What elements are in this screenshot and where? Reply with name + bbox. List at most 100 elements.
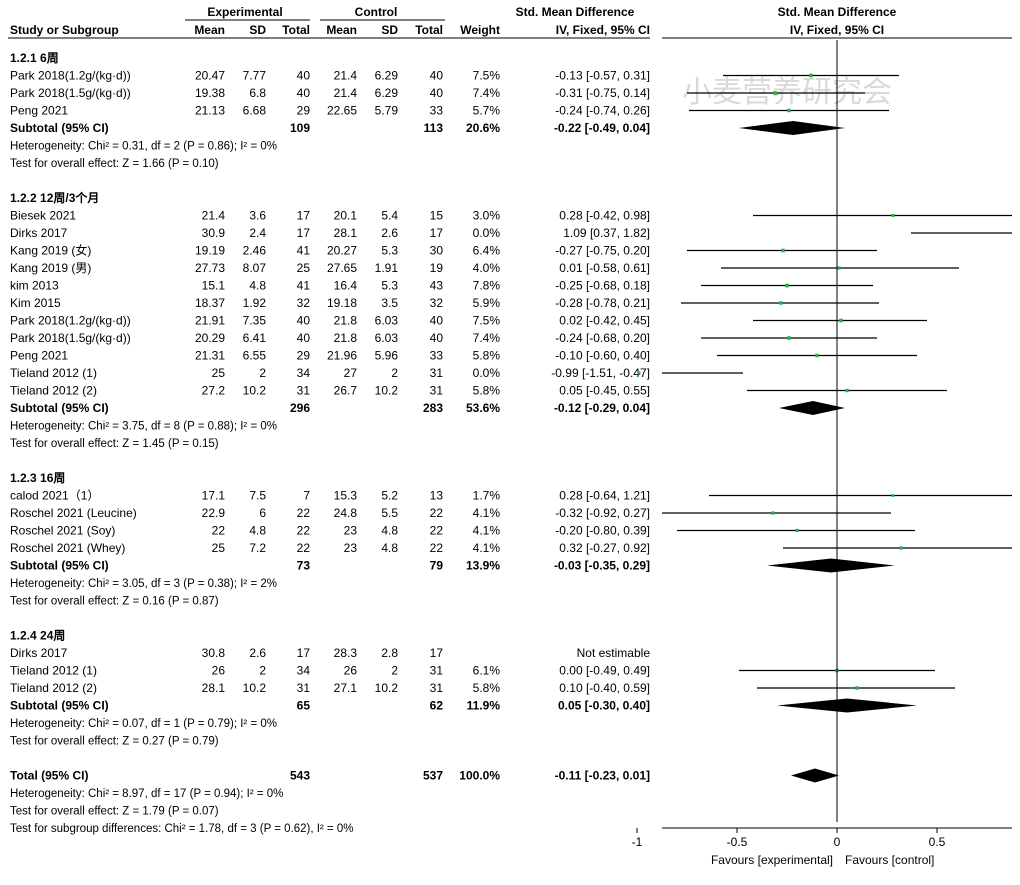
study-label: Peng 2021 bbox=[10, 349, 68, 363]
study-row: Peng 2021 21.13 6.68 29 22.65 5.79 33 5.7% -0.24… bbox=[10, 104, 650, 118]
statistics-note: Test for subgroup differences: Chi² = 1.… bbox=[10, 823, 354, 835]
control-mean-cell: 23 bbox=[344, 541, 358, 555]
control-total-cell: 43 bbox=[430, 279, 444, 293]
experimental-mean-cell: 30.9 bbox=[202, 226, 226, 240]
control-mean-cell: 21.8 bbox=[334, 331, 358, 345]
control-sd-cell: 6.29 bbox=[375, 86, 399, 100]
control-mean-cell: 23 bbox=[344, 524, 358, 538]
experimental-mean-cell: 25 bbox=[212, 541, 226, 555]
control-mean-cell: 21.8 bbox=[334, 314, 358, 328]
control-mean-cell: 24.8 bbox=[334, 506, 358, 520]
effect-ci-cell: 0.00 [-0.49, 0.49] bbox=[559, 664, 650, 678]
control-sd-cell: 5.5 bbox=[381, 506, 398, 520]
study-row: Roschel 2021 (Leucine) 22.9 6 22 24.8 5.5 22 4.… bbox=[10, 506, 650, 520]
plot-area: -1-0.500.51Favours [experimental]Favours… bbox=[632, 40, 1012, 867]
plot-smd-header: Std. Mean Difference bbox=[778, 5, 897, 19]
effect-ci-cell: 0.05 [-0.45, 0.55] bbox=[559, 384, 650, 398]
experimental-total-cell: 29 bbox=[297, 104, 311, 118]
weight-cell: 6.1% bbox=[473, 664, 501, 678]
experimental-mean-cell: 21.4 bbox=[202, 209, 226, 223]
weight-cell: 7.8% bbox=[473, 279, 501, 293]
study-row: Tieland 2012 (1) 26 2 34 26 2 31 6.1% 0.00 [-0.4… bbox=[10, 664, 650, 678]
weight-cell: 0.0% bbox=[473, 226, 501, 240]
experimental-total-cell: 29 bbox=[297, 349, 311, 363]
subtotal-label: Subtotal (95% CI) bbox=[10, 401, 109, 415]
weight-cell: 5.8% bbox=[473, 681, 501, 695]
control-mean-cell: 20.27 bbox=[327, 244, 357, 258]
experimental-sd-cell: 6.55 bbox=[243, 349, 267, 363]
subtotal-diamond bbox=[779, 401, 845, 415]
control-sd-cell: 2 bbox=[391, 366, 398, 380]
experimental-sd-cell: 2 bbox=[259, 664, 266, 678]
statistics-note: Test for overall effect: Z = 0.16 (P = 0… bbox=[10, 596, 219, 608]
experimental-mean-cell: 19.38 bbox=[195, 86, 225, 100]
experimental-total-cell: 65 bbox=[297, 699, 311, 713]
effect-square bbox=[771, 511, 775, 515]
total-row: Total (95% CI) 543 537 100.0% -0.11 [-0.23, … bbox=[10, 769, 650, 783]
control-total-cell: 40 bbox=[430, 331, 444, 345]
effect-square bbox=[891, 213, 895, 218]
effect-square bbox=[891, 494, 895, 497]
control-total-cell: 40 bbox=[430, 86, 444, 100]
experimental-mean-cell: 19.19 bbox=[195, 244, 225, 258]
experimental-mean-cell: 15.1 bbox=[202, 279, 226, 293]
study-label: Peng 2021 bbox=[10, 104, 68, 118]
subtotal-label: Subtotal (95% CI) bbox=[10, 121, 109, 135]
control-total-cell: 22 bbox=[430, 506, 444, 520]
control-sd-cell: 2 bbox=[391, 664, 398, 678]
study-row: Tieland 2012 (2) 27.2 10.2 31 26.7 10.2 31 5.8%… bbox=[10, 384, 650, 398]
study-row: Kim 2015 18.37 1.92 32 19.18 3.5 32 5.9% -0.28 [… bbox=[10, 296, 650, 310]
control-total-header: Total bbox=[415, 23, 443, 37]
effect-square bbox=[787, 108, 791, 113]
effect-ci-cell: -0.25 [-0.68, 0.18] bbox=[555, 279, 650, 293]
control-sd-cell: 1.91 bbox=[375, 261, 399, 275]
study-row: calod 2021（1） 17.1 7.5 7 15.3 5.2 13 1.7% 0.28 [… bbox=[10, 489, 650, 503]
study-row: Dirks 2017 30.9 2.4 17 28.1 2.6 17 0.0% 1.09 [0.… bbox=[10, 226, 650, 240]
effect-ci-cell: Not estimable bbox=[577, 646, 651, 660]
study-label: Tieland 2012 (1) bbox=[10, 366, 97, 380]
control-total-cell: 22 bbox=[430, 541, 444, 555]
control-mean-cell: 22.65 bbox=[327, 104, 357, 118]
study-label: Biesek 2021 bbox=[10, 209, 76, 223]
study-row: Kang 2019 (女) 19.19 2.46 41 20.27 5.3 30 6.4% -0… bbox=[10, 243, 650, 258]
weight-cell: 7.4% bbox=[473, 331, 501, 345]
weight-cell: 5.7% bbox=[473, 104, 501, 118]
experimental-mean-cell: 21.91 bbox=[195, 314, 225, 328]
study-label: Dirks 2017 bbox=[10, 646, 68, 660]
table-body: 1.2.1 6周 Park 2018(1.2g/(kg·d)) 20.47 7.77 4… bbox=[10, 51, 650, 835]
study-label: Tieland 2012 (2) bbox=[10, 384, 97, 398]
weight-cell: 53.6% bbox=[466, 401, 500, 415]
study-row: Park 2018(1.2g/(kg·d)) 21.91 7.35 40 21.8 6.0… bbox=[10, 314, 650, 328]
experimental-sd-cell: 10.2 bbox=[243, 681, 267, 695]
control-total-cell: 33 bbox=[430, 349, 444, 363]
favours-control-label: Favours [control] bbox=[845, 853, 934, 867]
effect-square bbox=[845, 388, 849, 393]
effect-ci-cell: 0.32 [-0.27, 0.92] bbox=[559, 541, 650, 555]
control-total-cell: 22 bbox=[430, 524, 444, 538]
effect-square bbox=[773, 91, 777, 95]
control-total-cell: 537 bbox=[423, 769, 443, 783]
effect-ci-cell: 1.09 [0.37, 1.82] bbox=[563, 226, 650, 240]
experimental-sd-cell: 2.46 bbox=[243, 244, 267, 258]
control-total-cell: 31 bbox=[430, 366, 444, 380]
control-mean-cell: 27.65 bbox=[327, 261, 357, 275]
effect-ci-cell: 0.01 [-0.58, 0.61] bbox=[559, 261, 650, 275]
experimental-total-cell: 17 bbox=[297, 209, 311, 223]
total-diamond bbox=[791, 768, 839, 783]
experimental-total-cell: 41 bbox=[297, 279, 311, 293]
weight-cell: 5.9% bbox=[473, 296, 501, 310]
experimental-mean-cell: 20.29 bbox=[195, 331, 225, 345]
study-row: Roschel 2021 (Whey) 25 7.2 22 23 4.8 22 4.1% 0.3… bbox=[10, 541, 650, 555]
experimental-total-cell: 22 bbox=[297, 524, 311, 538]
weight-cell: 5.8% bbox=[473, 384, 501, 398]
control-total-cell: 15 bbox=[430, 209, 444, 223]
subtotal-row: Subtotal (95% CI) 109 113 20.6% -0.22 [-0.49… bbox=[10, 121, 650, 135]
effect-square bbox=[785, 283, 789, 288]
x-tick-label: -0.5 bbox=[727, 835, 748, 849]
experimental-total-cell: 40 bbox=[297, 314, 311, 328]
experimental-total-cell: 34 bbox=[297, 366, 311, 380]
study-row: Peng 2021 21.31 6.55 29 21.96 5.96 33 5.8% -0.10… bbox=[10, 349, 650, 363]
control-mean-cell: 21.96 bbox=[327, 349, 357, 363]
experimental-mean-header: Mean bbox=[194, 23, 225, 37]
control-sd-cell: 5.79 bbox=[375, 104, 399, 118]
